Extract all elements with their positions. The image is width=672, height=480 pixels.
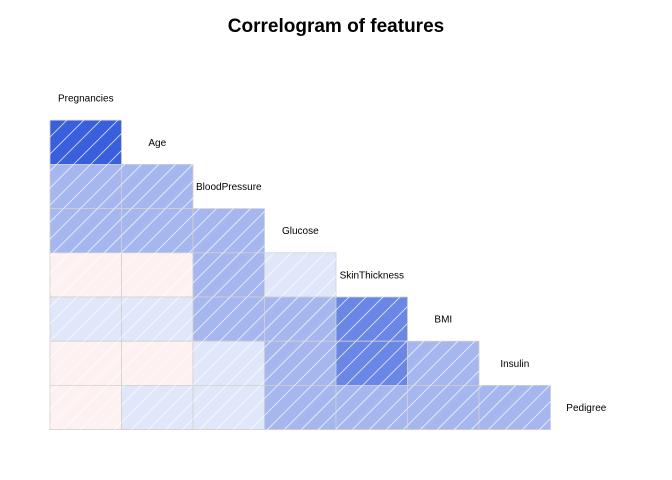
corr-cell-hatch-Pedigree-BloodPressure	[193, 385, 265, 430]
corr-cell-hatch-Glucose-Pregnancies	[50, 208, 122, 253]
corr-cell-hatch-Insulin-Pregnancies	[50, 341, 122, 386]
corr-cell-hatch-SkinThickness-Age	[121, 252, 193, 297]
variable-label-skinthickness: SkinThickness	[340, 270, 404, 281]
corr-cell-hatch-Insulin-Age	[121, 341, 193, 386]
corr-cell-hatch-SkinThickness-Pregnancies	[50, 252, 122, 297]
variable-label-age: Age	[148, 138, 166, 149]
chart-title: Correlogram of features	[227, 16, 445, 37]
corr-cell-hatch-Pedigree-Insulin	[479, 385, 551, 430]
corr-cell-hatch-BMI-Age	[121, 297, 193, 342]
corr-cell-hatch-Pedigree-Age	[121, 385, 193, 430]
corr-cell-hatch-Insulin-BloodPressure	[193, 341, 265, 386]
corr-cell-hatch-BMI-Glucose	[264, 297, 336, 342]
corr-cell-hatch-Pedigree-SkinThickness	[336, 385, 408, 430]
corr-cell-hatch-Glucose-Age	[121, 208, 193, 253]
variable-label-bmi: BMI	[434, 315, 452, 326]
corr-cell-hatch-Insulin-SkinThickness	[336, 341, 408, 386]
corr-cell-hatch-Glucose-BloodPressure	[193, 208, 265, 253]
variable-label-pregnancies: Pregnancies	[58, 94, 114, 105]
corr-cell-hatch-Pedigree-Glucose	[264, 385, 336, 430]
corr-cell-hatch-Age-Pregnancies	[50, 120, 122, 165]
variable-label-insulin: Insulin	[500, 359, 529, 370]
corr-cell-hatch-BMI-SkinThickness	[336, 297, 408, 342]
corr-cell-hatch-BloodPressure-Age	[121, 164, 193, 209]
corr-cell-hatch-Pedigree-Pregnancies	[50, 385, 122, 430]
corr-cell-hatch-Insulin-Glucose	[264, 341, 336, 386]
corr-cell-hatch-SkinThickness-BloodPressure	[193, 252, 265, 297]
corr-cell-hatch-Pedigree-BMI	[407, 385, 479, 430]
corr-cell-hatch-Insulin-BMI	[407, 341, 479, 386]
variable-label-glucose: Glucose	[282, 226, 319, 237]
corr-cell-hatch-BMI-Pregnancies	[50, 297, 122, 342]
corr-cell-hatch-BloodPressure-Pregnancies	[50, 164, 122, 209]
variable-label-pedigree: Pedigree	[566, 403, 606, 414]
corr-cell-hatch-BMI-BloodPressure	[193, 297, 265, 342]
variable-label-bloodpressure: BloodPressure	[196, 182, 262, 193]
corr-cell-hatch-SkinThickness-Glucose	[264, 252, 336, 297]
